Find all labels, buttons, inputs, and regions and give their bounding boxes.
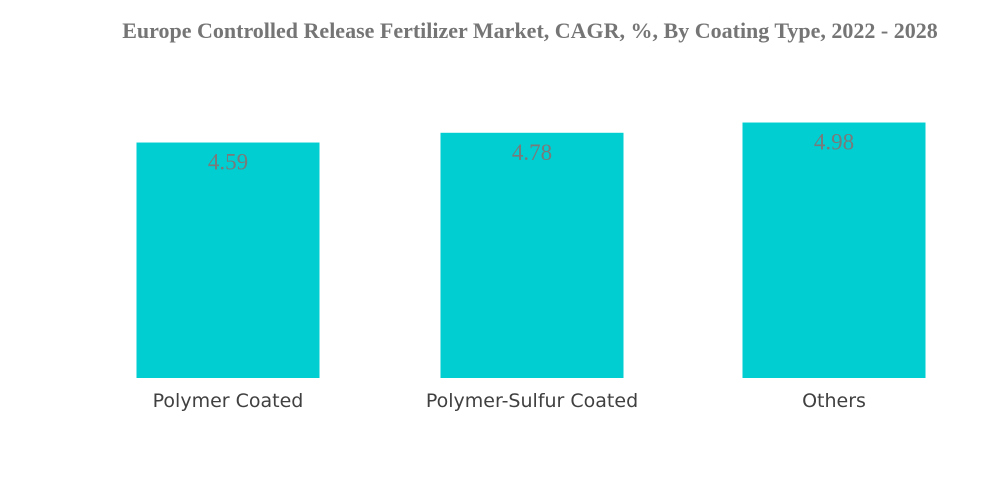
bar-polymer-sulfur-coated <box>440 132 624 378</box>
category-label: Polymer Coated <box>153 390 304 412</box>
bar-value-label: 4.98 <box>814 130 854 155</box>
bar-value-label: 4.78 <box>512 140 552 165</box>
value-labels-group: 4.59 4.78 4.98 <box>208 130 854 175</box>
bar-others <box>742 122 926 378</box>
category-label: Polymer-Sulfur Coated <box>426 390 638 412</box>
category-labels-group: Polymer Coated Polymer-Sulfur Coated Other… <box>153 390 866 412</box>
chart-title: Europe Controlled Release Fertilizer Mar… <box>122 18 938 43</box>
category-label: Others <box>802 390 866 412</box>
bars-group <box>136 122 926 378</box>
bar-polymer-coated <box>136 142 320 378</box>
bar-value-label: 4.59 <box>208 150 248 175</box>
